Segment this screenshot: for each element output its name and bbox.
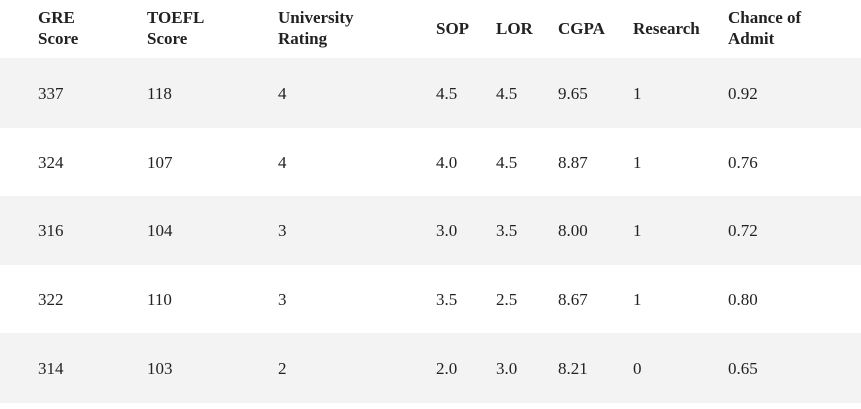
header-cell: Chance of Admit: [728, 8, 802, 48]
table-cell: 2.0: [436, 358, 458, 378]
header-cell: University Rating: [278, 8, 354, 48]
table-cell: 107: [147, 152, 173, 172]
table-row: 337 118 4 4.5 4.5 9.65 1 0.92: [0, 58, 861, 128]
table-cell: 314: [38, 358, 64, 378]
table-cell: 118: [147, 83, 172, 103]
header-row: GRE Score TOEFL Score University Rating SOP…: [0, 0, 861, 56]
table-cell: 0.72: [728, 221, 758, 240]
header-cell: SOP: [436, 18, 470, 38]
table-cell: 104: [147, 221, 173, 240]
table-cell: 0.65: [728, 358, 758, 378]
table-cell: 3.5: [436, 289, 458, 309]
table-cell: 8.00: [558, 221, 588, 240]
table-row: 324 107 4 4.0 4.5 8.87 1 0.76: [0, 128, 861, 196]
header-cell: GRE Score: [38, 8, 79, 48]
table-row: 316 104 3 3.0 3.5 8.00 1 0.72: [0, 196, 861, 265]
header-cell: CGPA: [558, 18, 605, 38]
table-cell: 3.0: [496, 358, 518, 378]
table-row: 314 103 2 2.0 3.0 8.21 0 0.65: [0, 333, 861, 403]
table-cell: 0: [633, 358, 642, 378]
table-cell: 4: [278, 83, 287, 103]
table-cell: 103: [147, 358, 173, 378]
table-cell: 8.21: [558, 358, 588, 378]
table-cell: 1: [633, 221, 642, 240]
table-cell: 0.92: [728, 83, 758, 103]
table-cell: 110: [147, 289, 172, 309]
table-cell: 4: [278, 152, 287, 172]
table-cell: 2.5: [496, 289, 518, 309]
table-cell: 0.76: [728, 152, 758, 172]
table-cell: 316: [38, 221, 64, 240]
table-cell: 4.5: [436, 83, 458, 103]
table-cell: 3: [278, 221, 287, 240]
header-cell: Research: [633, 18, 700, 38]
header-cell: TOEFL Score: [147, 8, 204, 48]
header-cell: LOR: [496, 18, 533, 38]
table-cell: 9.65: [558, 83, 588, 103]
table-cell: 324: [38, 152, 64, 172]
table-cell: 4.5: [496, 83, 518, 103]
table-cell: 337: [38, 83, 64, 103]
table-cell: 2: [278, 358, 287, 378]
table-cell: 0.80: [728, 289, 758, 309]
table-cell: 3: [278, 289, 287, 309]
table-cell: 4.0: [436, 152, 458, 172]
table-cell: 3.5: [496, 221, 518, 240]
table-cell: 322: [38, 289, 64, 309]
table-cell: 8.67: [558, 289, 588, 309]
table-cell: 1: [633, 289, 642, 309]
table-cell: 1: [633, 83, 642, 103]
table-cell: 8.87: [558, 152, 588, 172]
table-cell: 3.0: [436, 221, 458, 240]
table-cell: 1: [633, 152, 642, 172]
table-cell: 4.5: [496, 152, 518, 172]
table-row: 322 110 3 3.5 2.5 8.67 1 0.80: [0, 265, 861, 333]
